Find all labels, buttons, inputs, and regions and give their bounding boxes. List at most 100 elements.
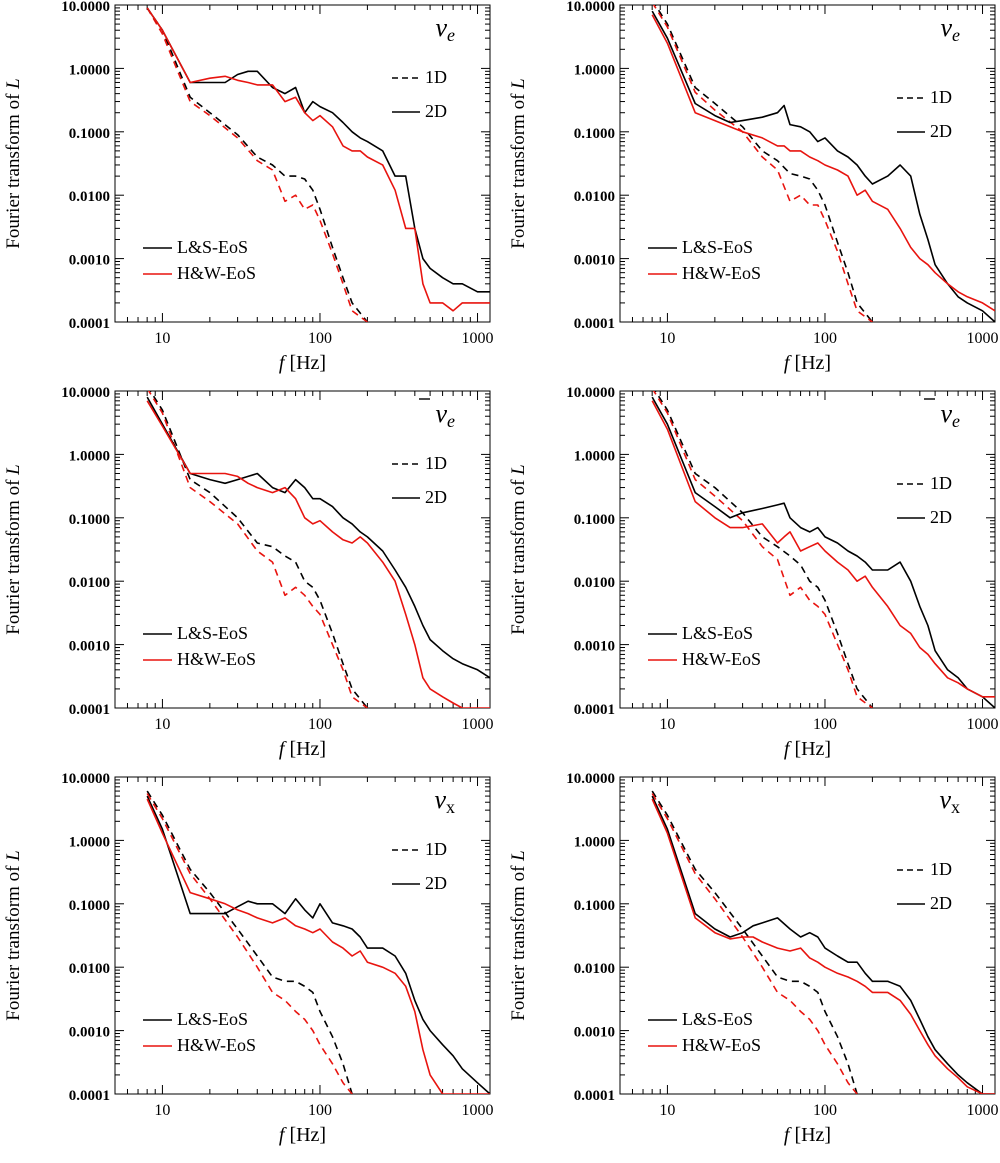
chart-panel: 10 100 1000 0.0001 0.0010 0.0100 0.1000 1.0000 1… [0, 0, 500, 387]
plot-frame [619, 776, 996, 1095]
x-tick-label: 1000 [967, 330, 999, 347]
legend-2d-label: 2D [425, 487, 447, 507]
series-line-hw-2d [146, 798, 490, 1094]
y-tick-label: 0.0001 [574, 316, 615, 332]
series-group [146, 7, 490, 322]
series-line-hw-2d [146, 7, 490, 312]
series-group [651, 391, 995, 708]
x-axis-label: f [Hz] [279, 738, 326, 760]
species-label: νe [940, 399, 960, 431]
series-line-hw-1d [651, 793, 858, 1094]
legend-ls-label: L&S-EoS [177, 237, 248, 257]
y-tick-label: 1.0000 [574, 448, 615, 464]
y-axis-label: Fourier transform of L [3, 78, 24, 248]
y-tick-label: 0.1000 [69, 512, 110, 528]
legend-2d-label: 2D [930, 507, 952, 527]
legend-hw-label: H&W-EoS [682, 1035, 761, 1055]
y-tick-label: 0.0100 [574, 961, 615, 977]
series-group [651, 5, 995, 322]
legend-ls-label: L&S-EoS [682, 623, 753, 643]
y-tick-label: 1.0000 [574, 834, 615, 850]
x-tick-label: 10 [154, 716, 170, 733]
series-line-ls-2d [651, 396, 995, 708]
series-line-ls-1d [651, 790, 858, 1094]
legend-1d-label: 1D [425, 453, 447, 473]
x-tick-label: 100 [308, 716, 332, 733]
legend-2d-label: 2D [425, 101, 447, 121]
plot-frame [114, 4, 491, 323]
y-tick-label: 0.1000 [69, 126, 110, 142]
series-line-hw-2d [146, 400, 490, 708]
y-axis-label: Fourier transform of L [508, 850, 529, 1020]
y-tick-label: 10.0000 [61, 772, 110, 787]
y-tick-label: 1.0000 [69, 834, 110, 850]
legend-hw-label: H&W-EoS [177, 263, 256, 283]
y-tick-label: 0.0010 [69, 639, 110, 655]
y-tick-label: 0.0100 [574, 189, 615, 205]
legend-1d-label: 1D [930, 859, 952, 879]
plot-frame [114, 776, 491, 1095]
x-tick-label: 100 [308, 1102, 332, 1119]
y-tick-label: 1.0000 [69, 62, 110, 78]
y-tick-label: 0.0010 [574, 639, 615, 655]
series-line-hw-1d [146, 793, 353, 1094]
legend-hw-label: H&W-EoS [682, 263, 761, 283]
x-axis-label: f [Hz] [279, 1124, 326, 1146]
y-tick-label: 0.0010 [69, 1025, 110, 1041]
series-group [146, 391, 490, 708]
series-line-ls-2d [146, 7, 490, 293]
y-tick-label: 0.0001 [574, 1088, 615, 1104]
x-tick-label: 10 [659, 716, 675, 733]
species-label: νe [940, 13, 960, 45]
species-label: νe [435, 399, 455, 431]
species-label: νe [435, 13, 455, 45]
series-line-ls-1d [146, 7, 369, 322]
x-axis-label: f [Hz] [784, 352, 831, 374]
x-tick-label: 1000 [462, 330, 494, 347]
chart-panel: 10 100 1000 0.0001 0.0010 0.0100 0.1000 1.0000 1… [505, 772, 1000, 1159]
x-tick-label: 1000 [967, 1102, 999, 1119]
y-tick-label: 0.1000 [574, 126, 615, 142]
chart-panel: 10 100 1000 0.0001 0.0010 0.0100 0.1000 1.0000 1… [505, 0, 1000, 387]
legend-hw-label: H&W-EoS [177, 1035, 256, 1055]
x-tick-label: 10 [154, 330, 170, 347]
legend-hw-label: H&W-EoS [682, 649, 761, 669]
legend-ls-label: L&S-EoS [177, 623, 248, 643]
legend-hw-label: H&W-EoS [177, 649, 256, 669]
series-group [651, 790, 995, 1094]
series-line-ls-1d [149, 391, 369, 708]
y-tick-label: 0.1000 [574, 898, 615, 914]
chart-svg: 10 100 1000 0.0001 0.0010 0.0100 0.1000 1.0000 1… [508, 0, 999, 374]
plot-frame [114, 390, 491, 709]
x-tick-label: 10 [154, 1102, 170, 1119]
y-tick-label: 10.0000 [566, 386, 615, 401]
species-label: νx [939, 785, 960, 817]
x-tick-label: 10 [659, 330, 675, 347]
series-line-ls-2d [651, 10, 995, 322]
legend-ls-label: L&S-EoS [682, 237, 753, 257]
y-tick-label: 0.1000 [69, 898, 110, 914]
y-tick-label: 0.0100 [574, 575, 615, 591]
y-tick-label: 0.0001 [69, 316, 110, 332]
x-tick-label: 100 [813, 1102, 837, 1119]
x-tick-label: 100 [308, 330, 332, 347]
chart-svg: 10 100 1000 0.0001 0.0010 0.0100 0.1000 1.0000 1… [3, 772, 494, 1146]
series-group [146, 790, 490, 1094]
chart-panel: 10 100 1000 0.0001 0.0010 0.0100 0.1000 1.0000 1… [0, 386, 500, 773]
y-tick-label: 0.0010 [574, 1025, 615, 1041]
series-line-ls-1d [146, 790, 353, 1094]
series-line-ls-2d [146, 795, 490, 1094]
chart-svg: 10 100 1000 0.0001 0.0010 0.0100 0.1000 1.0000 1… [3, 0, 494, 374]
y-tick-label: 0.0001 [69, 1088, 110, 1104]
x-axis-label: f [Hz] [784, 1124, 831, 1146]
chart-panel: 10 100 1000 0.0001 0.0010 0.0100 0.1000 1.0000 1… [0, 772, 500, 1159]
x-axis-label: f [Hz] [784, 738, 831, 760]
y-axis-label: Fourier transform of L [3, 850, 24, 1020]
series-line-hw-1d [147, 391, 368, 708]
x-axis-label: f [Hz] [279, 352, 326, 374]
chart-svg: 10 100 1000 0.0001 0.0010 0.0100 0.1000 1.0000 1… [3, 386, 494, 760]
x-tick-label: 100 [813, 716, 837, 733]
series-line-ls-1d [654, 5, 874, 322]
y-tick-label: 10.0000 [61, 386, 110, 401]
y-tick-label: 0.0100 [69, 189, 110, 205]
